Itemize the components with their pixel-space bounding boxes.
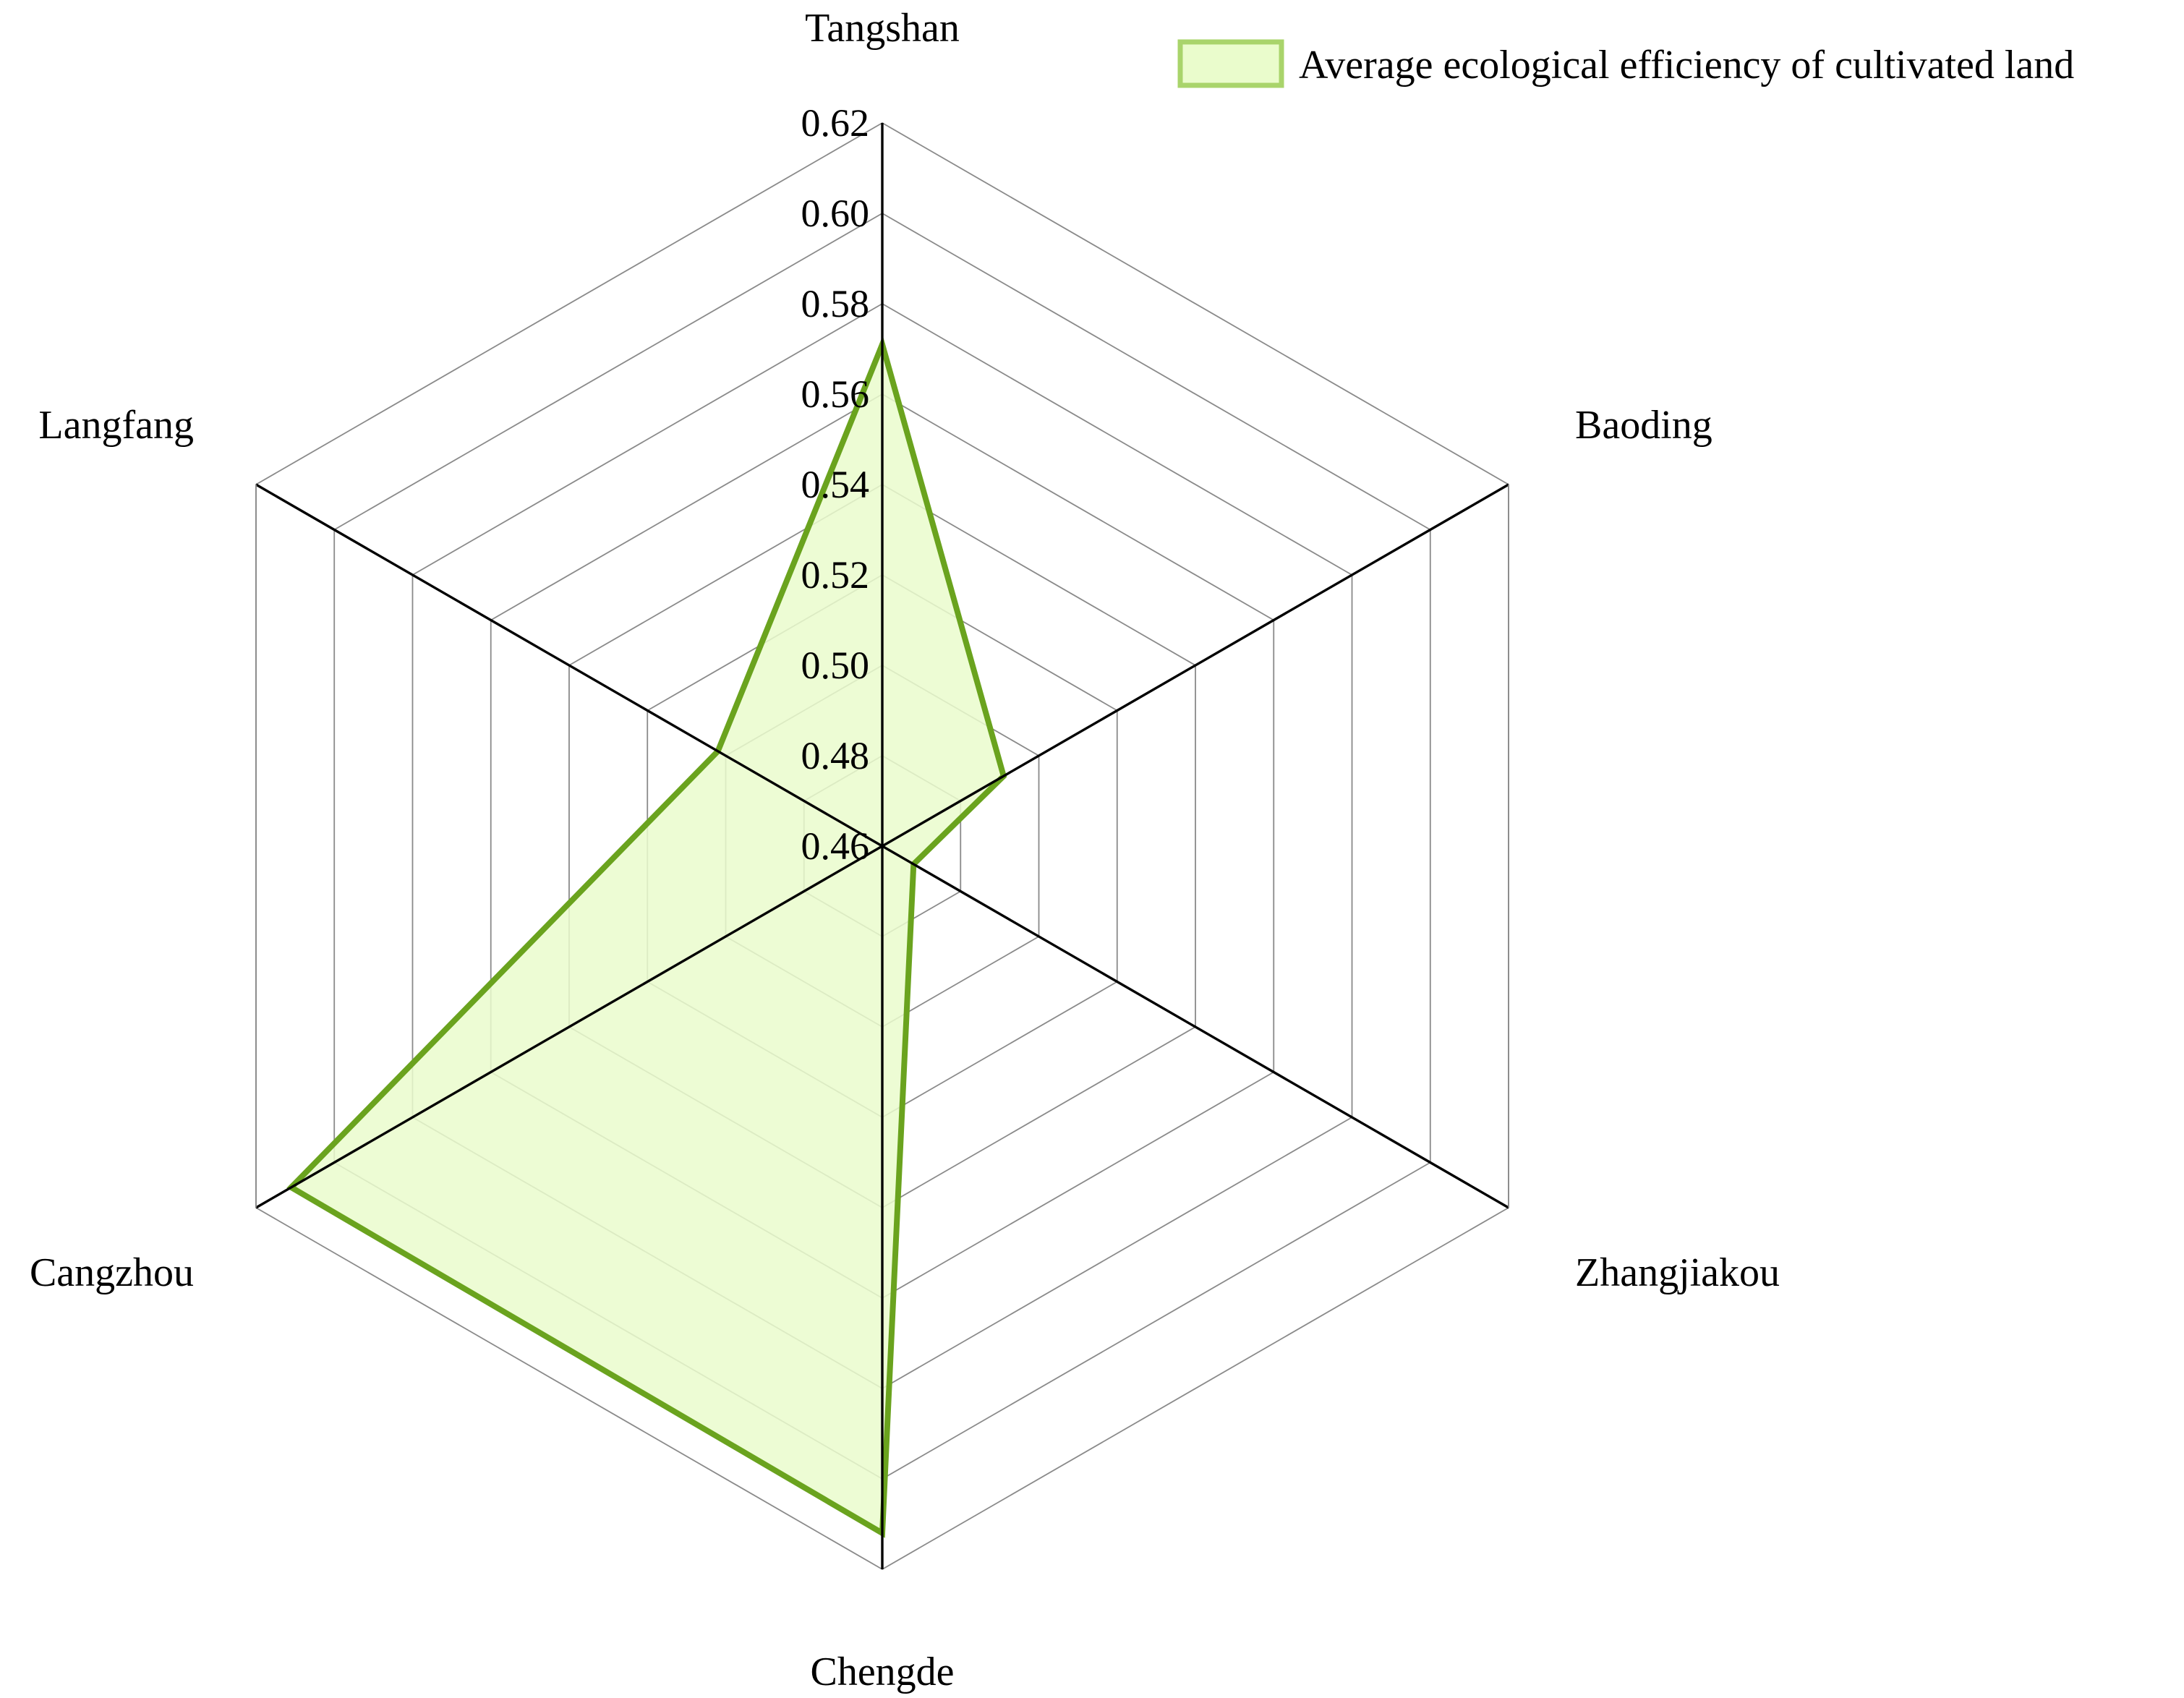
- category-label-chengde: Chengde: [810, 1650, 954, 1694]
- legend-swatch: [1177, 39, 1284, 88]
- tick-label-0: 0.46: [801, 824, 870, 868]
- axis-langfang: [255, 483, 883, 848]
- category-label-baoding: Baoding: [1575, 403, 1712, 448]
- tick-label-7: 0.60: [801, 192, 870, 235]
- tick-label-5: 0.56: [801, 372, 870, 416]
- tick-label-2: 0.50: [801, 644, 870, 687]
- series-area-0: [286, 335, 1007, 1538]
- tick-label-8: 0.62: [801, 101, 870, 145]
- category-label-tangshan: Tangshan: [805, 6, 960, 51]
- tick-label-1: 0.48: [801, 734, 870, 777]
- category-label-cangzhou: Cangzhou: [30, 1250, 194, 1295]
- axis-cangzhou: [255, 845, 883, 1209]
- axis-baoding: [882, 483, 1509, 848]
- legend-label: Average ecological efficiency of cultiva…: [1299, 43, 2074, 88]
- series-layer: [286, 335, 1007, 1538]
- legend: Average ecological efficiency of cultiva…: [1177, 39, 2074, 88]
- tick-label-4: 0.54: [801, 463, 870, 506]
- tick-label-6: 0.58: [801, 282, 870, 325]
- axis-zhangjiakou: [882, 845, 1509, 1209]
- category-label-langfang: Langfang: [38, 403, 194, 448]
- category-label-zhangjiakou: Zhangjiakou: [1575, 1250, 1780, 1295]
- tick-labels: 0.46 0.48 0.50 0.52 0.54 0.56 0.58 0.60 0.62: [801, 101, 870, 868]
- tick-label-3: 0.52: [801, 553, 870, 597]
- axis-layer: [255, 123, 1509, 1569]
- category-labels: Tangshan Baoding Zhangjiakou Chengde Cangzho…: [30, 6, 1780, 1694]
